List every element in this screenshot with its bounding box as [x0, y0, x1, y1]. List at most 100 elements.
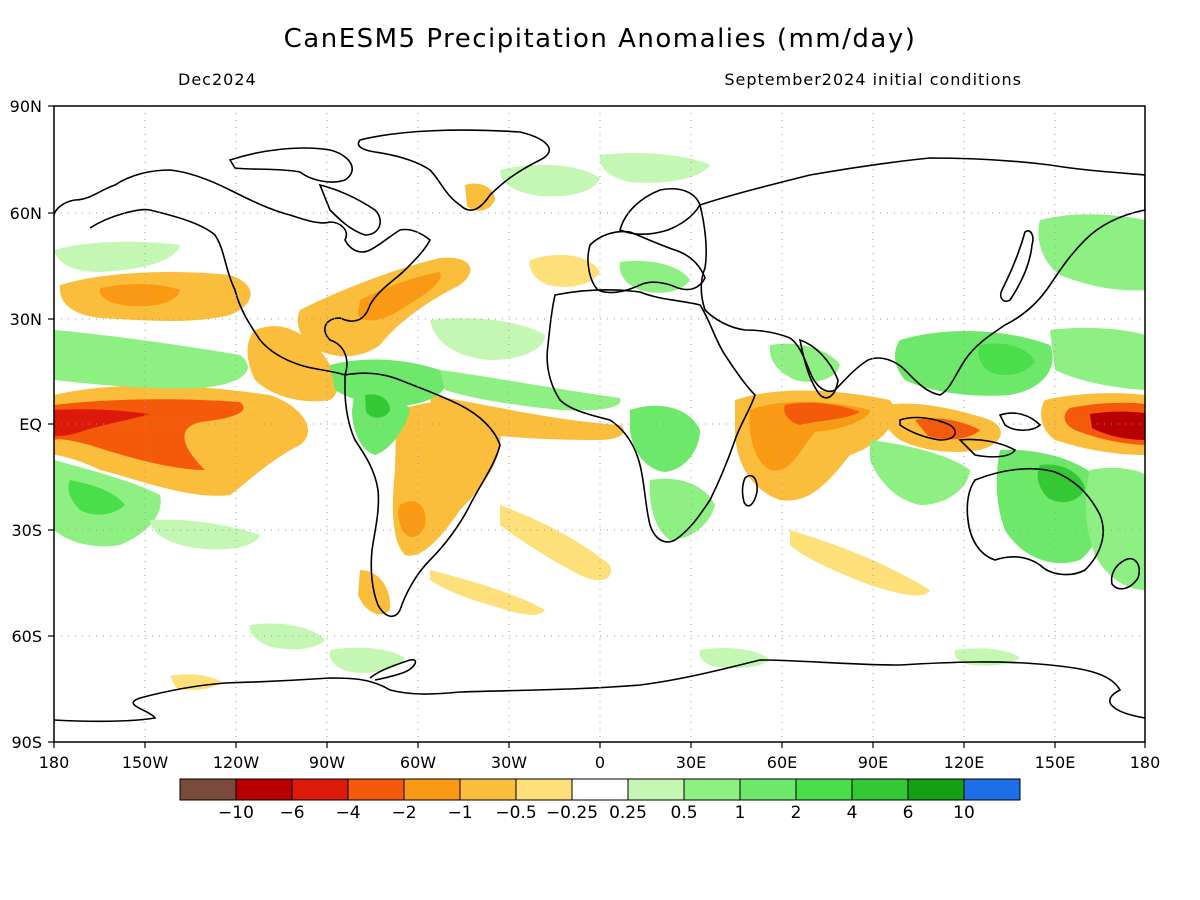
colorbar-label: −2 — [391, 803, 416, 823]
coast-north-america — [54, 169, 432, 377]
colorbar-label: −10 — [218, 803, 254, 823]
colorbar-label: 6 — [903, 803, 914, 823]
dry-blob-central-america — [247, 326, 338, 402]
dry-blob-south-atlantic-2 — [430, 570, 545, 615]
lon-label-120e: 120E — [944, 753, 985, 772]
dry-blob-south-atlantic — [500, 505, 611, 581]
coast-indonesia — [899, 412, 1042, 458]
wet-blob-north-west-pacific — [1038, 214, 1145, 291]
colorbar-swatch — [403, 778, 461, 801]
dry-blob-equatorial-atlantic — [430, 395, 624, 440]
dry-blob-west-pacific-max — [1090, 411, 1145, 440]
coast-greenland — [357, 129, 551, 211]
wet-blob-amazon-core — [365, 394, 390, 418]
lat-label-eq: EQ — [19, 415, 42, 434]
latitude-labels: 90N 60N 30N EQ 30S 60S 90S — [10, 97, 42, 752]
coast-japan — [999, 230, 1034, 303]
wet-blob-north-atlantic-high — [500, 164, 600, 197]
wet-blob-tropical-atlantic-north — [430, 318, 545, 360]
colorbar-swatch — [515, 778, 573, 801]
lon-label-180w: 180 — [39, 753, 70, 772]
lon-label-60w: 60W — [400, 753, 436, 772]
wet-blob-south-west-pacific — [1085, 467, 1145, 590]
colorbar-label: −1 — [447, 803, 472, 823]
coast-asia — [699, 157, 1145, 396]
coast-madagascar — [741, 474, 758, 507]
longitude-labels: 180 150W 120W 90W 60W 30W 0 30E 60E 90E … — [39, 753, 1161, 772]
wet-blob-south-china-core — [978, 343, 1035, 375]
lat-label-90n: 90N — [10, 97, 42, 116]
colorbar-label: −0.25 — [546, 803, 598, 823]
colorbar-label: −0.5 — [495, 803, 536, 823]
dry-blob-indian-ocean-max — [784, 402, 860, 425]
dry-blob-pacific-max — [54, 409, 150, 436]
coast-canada-arctic — [318, 183, 381, 236]
lat-label-60n: 60N — [10, 204, 42, 223]
colorbar-label: 10 — [953, 803, 975, 823]
colorbar-swatch — [963, 778, 1021, 801]
colorbar-swatch — [907, 778, 965, 801]
lon-label-180e: 180 — [1130, 753, 1161, 772]
colorbar-swatch — [851, 778, 909, 801]
wet-blob-south-pacific-core — [68, 480, 125, 515]
lon-label-90e: 90E — [858, 753, 888, 772]
colorbar-label: 1 — [735, 803, 746, 823]
colorbar-label: 4 — [847, 803, 858, 823]
coast-australia — [966, 467, 1104, 576]
colorbar-swatch — [795, 778, 853, 801]
coast-south-america — [344, 372, 501, 618]
wet-blob-southern-africa — [649, 478, 715, 540]
colorbar-label: −4 — [335, 803, 360, 823]
dry-blob-north-pacific-core — [99, 284, 180, 307]
lon-label-30w: 30W — [491, 753, 527, 772]
lon-label-120w: 120W — [213, 753, 260, 772]
anomaly-field — [54, 153, 1145, 690]
coastlines — [54, 129, 1145, 723]
colorbar-label: −6 — [279, 803, 304, 823]
lon-label-150w: 150W — [122, 753, 169, 772]
coast-arctic-islands — [228, 147, 353, 183]
lon-label-30e: 30E — [676, 753, 706, 772]
lat-label-30n: 30N — [10, 310, 42, 329]
lat-label-60s: 60S — [11, 627, 42, 646]
wet-blob-antarctic-peninsula — [249, 623, 325, 650]
forecast-month-label: Dec2024 — [178, 70, 257, 89]
coast-india — [798, 338, 839, 399]
wet-blob-equatorial-atlantic — [440, 370, 621, 411]
colorbar-swatch — [627, 778, 685, 801]
colorbar-label: 0.5 — [670, 803, 697, 823]
wet-blob-central-africa — [630, 405, 700, 472]
lon-label-0: 0 — [595, 753, 605, 772]
dry-blob-western-europe — [529, 254, 600, 287]
lon-label-150e: 150E — [1035, 753, 1076, 772]
wet-blob-mediterranean — [619, 260, 690, 293]
colorbar-swatch — [683, 778, 741, 801]
colorbar-swatch — [179, 778, 237, 801]
wet-blob-southern-pacific-mid — [150, 519, 260, 550]
dry-blob-greenland — [465, 183, 495, 211]
colorbar: −10 −6 −4 −2 −1 −0.5 −0.25 0.25 0.5 1 2 … — [179, 778, 1021, 823]
colorbar-label: 0.25 — [609, 803, 647, 823]
gridlines — [54, 106, 1145, 742]
coast-scandinavia — [619, 188, 701, 235]
coast-antarctica — [54, 659, 1145, 723]
lon-label-60e: 60E — [767, 753, 797, 772]
wet-blob-southern-ocean-atlantic — [329, 647, 405, 673]
dry-blob-indian-ocean-core — [749, 401, 870, 471]
colorbar-swatch — [739, 778, 797, 801]
colorbar-swatch — [459, 778, 517, 801]
lon-label-90w: 90W — [309, 753, 345, 772]
colorbar-swatch — [235, 778, 293, 801]
colorbar-swatch — [571, 778, 629, 801]
wet-blob-australia-core — [1037, 464, 1085, 503]
dry-blob-north-atlantic-core — [358, 272, 441, 321]
dry-blob-south-indian — [790, 530, 930, 596]
colorbar-swatch — [291, 778, 349, 801]
colorbar-swatch — [347, 778, 405, 801]
colorbar-label: 2 — [791, 803, 802, 823]
wet-blob-north-europe — [599, 153, 710, 183]
coast-antarctic-peninsula — [369, 658, 417, 681]
dry-blob-maritime-core — [915, 418, 980, 440]
wet-blob-southern-ocean-indian — [699, 648, 770, 668]
